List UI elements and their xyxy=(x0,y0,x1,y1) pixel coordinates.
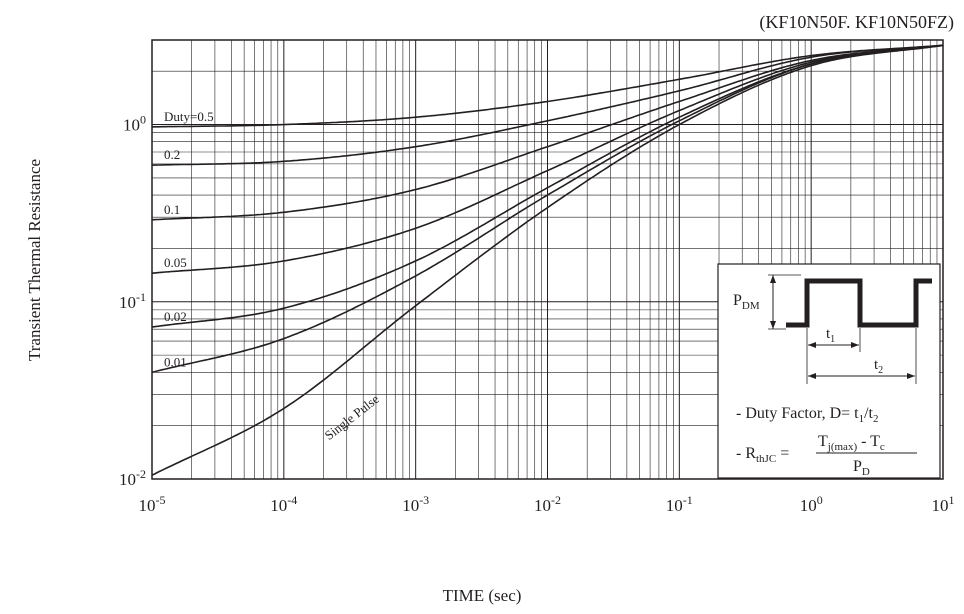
rth-numerator: Tj(max) - Tc xyxy=(818,433,885,453)
rth-label: - RthJC = xyxy=(736,445,789,465)
series-label-6: Single Pulse xyxy=(322,391,382,443)
series-label-3: 0.05 xyxy=(164,255,187,270)
chart-title: (KF10N50F. KF10N50FZ) xyxy=(759,12,954,33)
pdm-label: PDM xyxy=(733,292,760,312)
series-line-0 xyxy=(151,44,944,128)
y-axis-label: Transient Thermal Resistance xyxy=(25,159,44,361)
x-tick-label: 100 xyxy=(800,493,823,515)
pulse-waveform xyxy=(786,278,932,328)
plot-frame xyxy=(151,39,944,480)
series-line-2 xyxy=(151,44,944,221)
t2-arrow-left xyxy=(808,373,816,379)
x-axis-label: TIME (sec) xyxy=(443,586,522,605)
series-label-2: 0.1 xyxy=(164,202,180,217)
y-tick-label: 10-2 xyxy=(119,467,146,489)
pdm-arrow-down xyxy=(770,321,776,329)
inset-box xyxy=(717,263,941,479)
t2-label: t2 xyxy=(874,357,883,376)
x-tick-label: 10-5 xyxy=(139,493,166,515)
series-line-1 xyxy=(151,44,944,166)
t1-arrow-left xyxy=(808,342,816,348)
y-tick-labels: 10-2 10-1 100 xyxy=(119,113,146,489)
series-line-5 xyxy=(151,44,944,374)
x-tick-label: 10-3 xyxy=(402,493,429,515)
y-tick-label: 10-1 xyxy=(119,290,146,312)
t2-arrow-right xyxy=(907,373,915,379)
x-tick-label: 10-2 xyxy=(534,493,561,515)
duty-factor-text: - Duty Factor, D= t1/t2 xyxy=(736,405,878,425)
inset-legend: PDM t1 t2 - Duty Factor, D= t1/t2 - RthJ… xyxy=(717,263,941,479)
x-tick-labels: 10-5 10-4 10-3 10-2 10-1 100 101 xyxy=(139,493,955,515)
rth-denominator: PD xyxy=(853,458,870,478)
curves xyxy=(151,44,944,476)
x-tick-label: 10-4 xyxy=(270,493,297,515)
y-tick-label: 100 xyxy=(123,113,146,135)
series-label-0: Duty=0.5 xyxy=(164,109,214,124)
t1-arrow-right xyxy=(851,342,859,348)
series-line-3 xyxy=(151,44,944,274)
t1-label: t1 xyxy=(826,326,835,345)
x-tick-label: 10-1 xyxy=(666,493,693,515)
x-tick-label: 101 xyxy=(932,493,955,515)
pdm-arrow-up xyxy=(770,275,776,283)
series-label-4: 0.02 xyxy=(164,309,187,324)
series-label-5: 0.01 xyxy=(164,354,187,369)
series-label-1: 0.2 xyxy=(164,147,180,162)
curve-labels: Duty=0.5 0.2 0.1 0.05 0.02 0.01 Single Pulse xyxy=(164,109,382,443)
series-line-6 xyxy=(151,44,944,476)
